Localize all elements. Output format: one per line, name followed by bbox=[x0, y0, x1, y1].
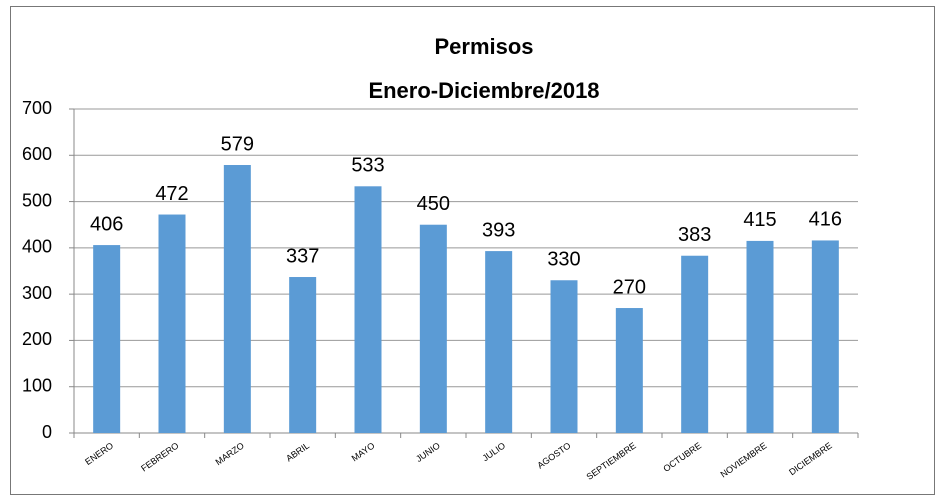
chart-title: Permisos bbox=[434, 34, 533, 59]
bar bbox=[746, 240, 774, 433]
data-label: 337 bbox=[286, 245, 319, 267]
data-label: 393 bbox=[482, 219, 515, 241]
data-label: 415 bbox=[743, 209, 776, 231]
y-tick-label: 200 bbox=[22, 329, 52, 349]
y-tick-label: 700 bbox=[22, 98, 52, 118]
chart-subtitle: Enero-Diciembre/2018 bbox=[368, 78, 599, 103]
bar bbox=[485, 251, 513, 433]
data-label: 406 bbox=[90, 213, 123, 235]
y-tick-label: 100 bbox=[22, 375, 52, 395]
bar bbox=[223, 165, 251, 433]
bar bbox=[681, 255, 709, 433]
bar bbox=[158, 214, 186, 433]
data-label: 450 bbox=[417, 193, 450, 215]
bar bbox=[354, 186, 382, 433]
bar bbox=[615, 308, 643, 433]
bar bbox=[419, 224, 447, 433]
bar bbox=[550, 280, 578, 433]
data-label: 383 bbox=[678, 224, 711, 246]
bar bbox=[289, 277, 317, 433]
y-tick-label: 500 bbox=[22, 190, 52, 210]
y-tick-label: 0 bbox=[42, 422, 52, 442]
data-label: 579 bbox=[221, 133, 254, 155]
data-label: 472 bbox=[155, 183, 188, 205]
bar bbox=[93, 245, 121, 433]
y-tick-label: 300 bbox=[22, 283, 52, 303]
y-tick-label: 400 bbox=[22, 237, 52, 257]
data-label: 533 bbox=[351, 155, 384, 177]
bar bbox=[811, 240, 839, 433]
data-label: 416 bbox=[809, 209, 842, 231]
y-tick-label: 600 bbox=[22, 144, 52, 164]
data-label: 270 bbox=[613, 276, 646, 298]
data-label: 330 bbox=[547, 249, 580, 271]
